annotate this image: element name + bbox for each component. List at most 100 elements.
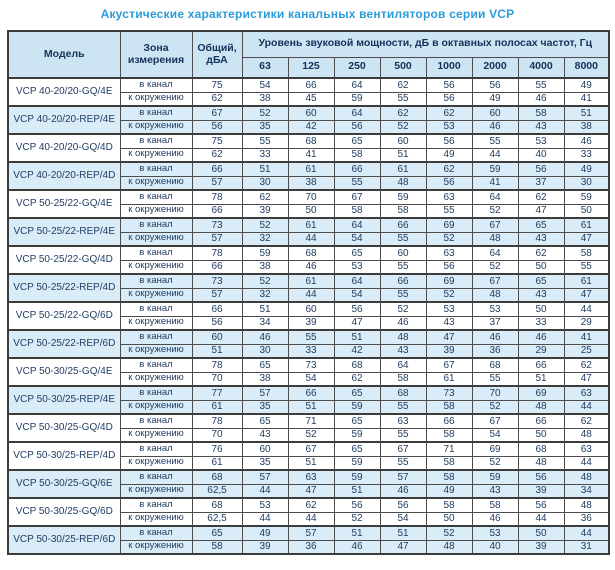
- sound-power-level-value: 46: [379, 483, 427, 499]
- sound-power-level-value: 46: [379, 315, 427, 331]
- measurement-zone-label: в канал: [119, 497, 193, 513]
- sound-power-level-value: 60: [241, 441, 289, 457]
- sound-power-level-value: 50: [563, 203, 610, 219]
- sound-power-level-value: 34: [241, 315, 289, 331]
- sound-power-level-value: 67: [471, 413, 519, 429]
- sound-power-level-value: 51: [287, 399, 335, 415]
- sound-power-level-value: 32: [241, 287, 289, 303]
- sound-power-level-value: 43: [471, 483, 519, 499]
- sound-power-level-value: 50: [287, 203, 335, 219]
- model-name: VCP 50-25/22-GQ/6D: [7, 301, 121, 331]
- sound-power-level-value: 48: [471, 287, 519, 303]
- sound-power-level-value: 52: [471, 203, 519, 219]
- sound-power-level-value: 55: [241, 133, 289, 149]
- model-name: VCP 50-30/25-GQ/6E: [7, 469, 121, 499]
- sound-power-level-value: 44: [287, 511, 335, 527]
- table-row: к окружению 61 35 51 59 55 58 52 48 44: [8, 399, 610, 415]
- sound-power-level-value: 57: [241, 385, 289, 401]
- total-dba-value: 62,5: [191, 483, 243, 499]
- sound-power-level-value: 50: [517, 259, 565, 275]
- sound-power-level-value: 52: [471, 455, 519, 471]
- sound-power-level-value: 55: [379, 287, 427, 303]
- col-header-zone: Зона измерения: [119, 30, 193, 79]
- measurement-zone-label: к окружению: [119, 203, 193, 219]
- total-dba-value: 66: [191, 301, 243, 317]
- total-dba-value: 68: [191, 497, 243, 513]
- sound-power-level-value: 58: [425, 497, 473, 513]
- sound-power-level-value: 40: [517, 147, 565, 163]
- sound-power-level-value: 57: [379, 469, 427, 485]
- sound-power-level-value: 52: [379, 301, 427, 317]
- sound-power-level-value: 55: [563, 259, 610, 275]
- sound-power-level-value: 64: [333, 273, 381, 289]
- sound-power-level-value: 52: [425, 231, 473, 247]
- sound-power-level-value: 47: [379, 539, 427, 555]
- sound-power-level-value: 44: [241, 483, 289, 499]
- model-name: VCP 50-25/22-REP/6D: [7, 329, 121, 359]
- measurement-zone-label: к окружению: [119, 91, 193, 107]
- sound-power-level-value: 46: [471, 511, 519, 527]
- measurement-zone-label: к окружению: [119, 315, 193, 331]
- sound-power-level-value: 63: [563, 385, 610, 401]
- sound-power-level-value: 55: [379, 259, 427, 275]
- sound-power-level-value: 60: [379, 245, 427, 261]
- total-dba-value: 70: [191, 427, 243, 443]
- frequency-header: 2000: [471, 56, 519, 79]
- sound-power-level-value: 48: [517, 455, 565, 471]
- sound-power-level-value: 46: [471, 329, 519, 345]
- sound-power-level-value: 29: [517, 343, 565, 359]
- frequency-header: 500: [379, 56, 427, 79]
- table-row: к окружению 66 39 50 58 58 55 52 47 50: [8, 203, 610, 219]
- sound-power-level-value: 48: [563, 469, 610, 485]
- sound-power-level-value: 46: [517, 91, 565, 107]
- sound-power-level-value: 38: [241, 371, 289, 387]
- measurement-zone-label: к окружению: [119, 119, 193, 135]
- sound-power-level-value: 65: [333, 245, 381, 261]
- sound-power-level-value: 61: [379, 161, 427, 177]
- model-name: VCP 50-25/22-GQ/4D: [7, 245, 121, 275]
- sound-power-level-value: 55: [379, 427, 427, 443]
- table-row: VCP 40-20/20-REP/4E в канал 67 52 60 64 62 62 60…: [7, 105, 610, 135]
- table-row: VCP 50-30/25-REP/4E в канал 77 57 66 65 68 73 70…: [7, 385, 610, 415]
- measurement-zone-label: в канал: [119, 301, 193, 317]
- sound-power-level-value: 49: [563, 77, 610, 93]
- sound-power-level-value: 35: [241, 455, 289, 471]
- sound-power-level-value: 62: [425, 105, 473, 121]
- sound-power-level-value: 48: [425, 539, 473, 555]
- total-dba-value: 58: [191, 539, 243, 555]
- table-row: к окружению 57 30 38 55 48 56 41 37 30: [8, 175, 610, 191]
- table-row: VCP 40-20/20-REP/4D в канал 66 51 61 66 61 62 59…: [7, 161, 610, 191]
- frequency-header: 8000: [563, 56, 610, 79]
- table-row: VCP 50-30/25-GQ/4E в канал 78 65 73 68 64 67 68 6…: [7, 357, 610, 387]
- sound-power-level-value: 69: [425, 273, 473, 289]
- sound-power-level-value: 56: [333, 119, 381, 135]
- sound-power-level-value: 71: [425, 441, 473, 457]
- sound-power-level-value: 48: [563, 427, 610, 443]
- sound-power-level-value: 44: [563, 525, 610, 541]
- sound-power-level-value: 35: [241, 399, 289, 415]
- sound-power-level-value: 55: [379, 399, 427, 415]
- measurement-zone-label: к окружению: [119, 399, 193, 415]
- measurement-zone-label: в канал: [119, 385, 193, 401]
- table-row: VCP 50-25/22-REP/4D в канал 73 52 61 64 66 69 67…: [7, 273, 610, 303]
- total-dba-value: 78: [191, 189, 243, 205]
- table-row: к окружению 58 39 36 46 47 48 40 39 31: [8, 539, 610, 555]
- sound-power-level-value: 51: [241, 301, 289, 317]
- total-dba-value: 65: [191, 525, 243, 541]
- sound-power-level-value: 69: [425, 217, 473, 233]
- sound-power-level-value: 68: [517, 441, 565, 457]
- sound-power-level-value: 52: [425, 287, 473, 303]
- sound-power-level-value: 56: [425, 259, 473, 275]
- sound-power-level-value: 55: [425, 203, 473, 219]
- measurement-zone-label: к окружению: [119, 231, 193, 247]
- total-dba-value: 78: [191, 357, 243, 373]
- sound-power-level-value: 43: [379, 343, 427, 359]
- sound-power-level-value: 47: [563, 287, 610, 303]
- sound-power-level-value: 53: [471, 525, 519, 541]
- sound-power-level-value: 42: [333, 343, 381, 359]
- total-dba-value: 66: [191, 161, 243, 177]
- sound-power-level-value: 36: [287, 539, 335, 555]
- sound-power-level-value: 53: [471, 301, 519, 317]
- measurement-zone-label: к окружению: [119, 511, 193, 527]
- table-row: VCP 50-30/25-GQ/4D в канал 78 65 71 65 63 66 67 6…: [7, 413, 610, 443]
